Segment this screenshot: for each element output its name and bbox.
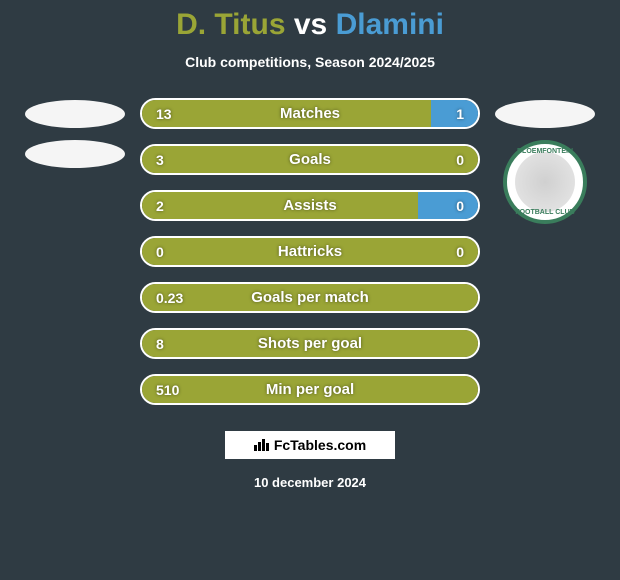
stat-label: Goals xyxy=(142,146,478,173)
stat-bar: Assists2 0 xyxy=(140,190,480,221)
stats-area: Matches131Goals30Assists20Hattricks00Goa… xyxy=(0,98,620,405)
stat-value-left: 2 xyxy=(156,192,164,219)
stat-value-right: 0 xyxy=(456,238,464,265)
stat-label: Matches xyxy=(142,100,478,127)
club-name-bottom: FOOTBALL CLUB xyxy=(507,209,583,216)
club-ellipse-icon xyxy=(495,100,595,128)
club-name-top: BLOEMFONTEIN xyxy=(507,148,583,155)
club-badge-icon: BLOEMFONTEIN FOOTBALL CLUB xyxy=(503,140,587,224)
vs-text: vs xyxy=(294,8,327,41)
club-ellipse-icon xyxy=(25,140,125,168)
stat-value-left: 0.23 xyxy=(156,284,183,311)
footer-logo-text: FcTables.com xyxy=(274,437,366,453)
stat-bar: Goals per match0.23 xyxy=(140,282,480,313)
stat-label: Assists xyxy=(142,192,478,219)
stat-value-left: 3 xyxy=(156,146,164,173)
chart-icon xyxy=(254,437,270,454)
stat-label: Shots per goal xyxy=(142,330,478,357)
stat-value-right: 0 xyxy=(456,146,464,173)
stat-bar: Min per goal510 xyxy=(140,374,480,405)
club-badge-text: BLOEMFONTEIN FOOTBALL CLUB xyxy=(507,144,583,220)
stat-label: Hattricks xyxy=(142,238,478,265)
footer-logo[interactable]: FcTables.com xyxy=(223,429,397,461)
stat-bars: Matches131Goals30Assists20Hattricks00Goa… xyxy=(140,98,480,405)
player2-name: Dlamini xyxy=(336,8,444,41)
stat-value-right: 1 xyxy=(456,100,464,127)
footer-date: 10 december 2024 xyxy=(254,475,366,490)
stat-bar: Shots per goal8 xyxy=(140,328,480,359)
player1-name: D. Titus xyxy=(176,8,285,41)
stat-value-left: 0 xyxy=(156,238,164,265)
stat-bar: Matches13 1 xyxy=(140,98,480,129)
stat-label: Goals per match xyxy=(142,284,478,311)
stat-value-left: 510 xyxy=(156,376,179,403)
page-title: D. Titus vs Dlamini xyxy=(176,8,444,42)
stat-value-left: 13 xyxy=(156,100,172,127)
comparison-card: D. Titus vs Dlamini Club competitions, S… xyxy=(0,0,620,580)
stat-bar: Goals3 0 xyxy=(140,144,480,175)
stat-value-left: 8 xyxy=(156,330,164,357)
stat-label: Min per goal xyxy=(142,376,478,403)
right-badge-column: BLOEMFONTEIN FOOTBALL CLUB xyxy=(490,98,600,224)
club-ellipse-icon xyxy=(25,100,125,128)
stat-bar: Hattricks0 0 xyxy=(140,236,480,267)
left-badge-column xyxy=(20,98,130,168)
subtitle: Club competitions, Season 2024/2025 xyxy=(185,54,435,70)
stat-value-right: 0 xyxy=(456,192,464,219)
